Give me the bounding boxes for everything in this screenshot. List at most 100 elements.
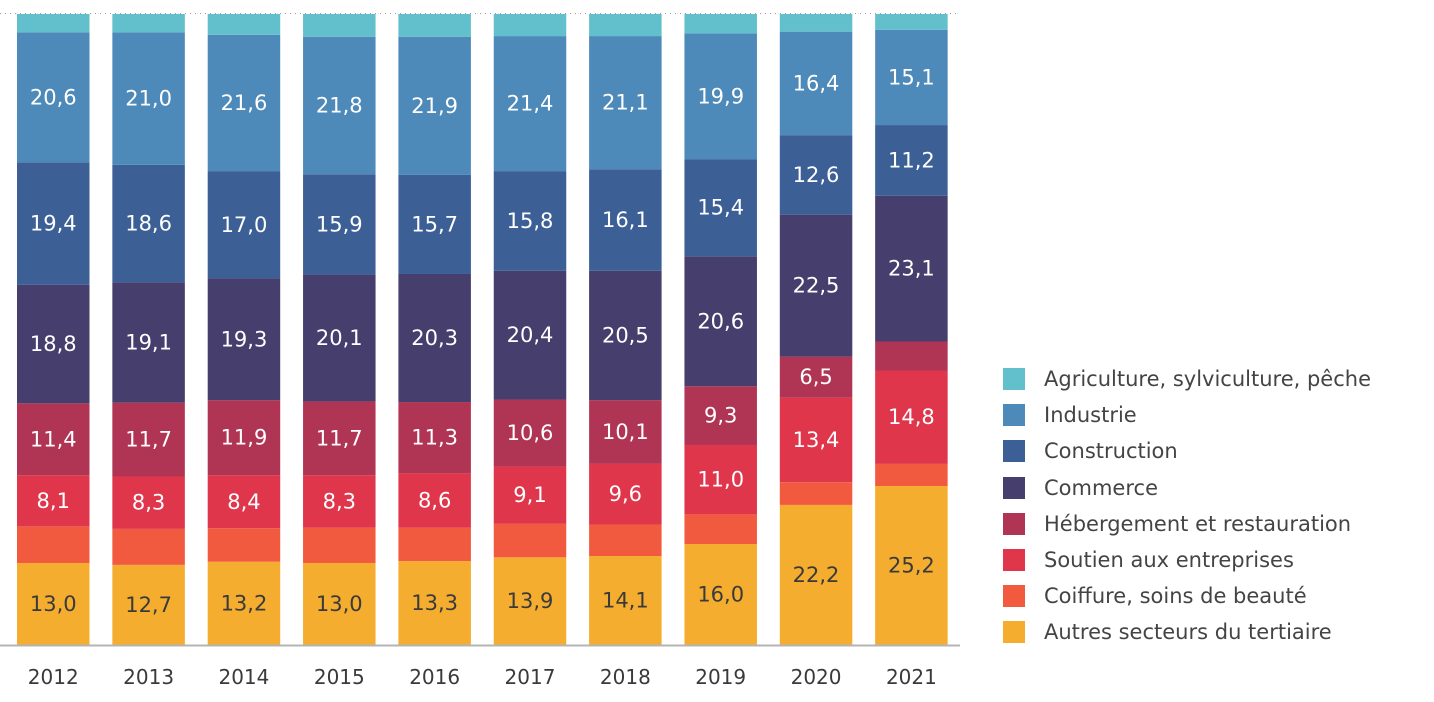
data-label: 21,4 — [507, 92, 554, 116]
legend-item-soutien: Soutien aux entreprises — [1003, 542, 1371, 578]
data-label: 13,4 — [793, 428, 840, 452]
bar-segment — [17, 284, 90, 404]
bar-segment — [207, 528, 281, 562]
legend-item-autres: Autres secteurs du tertiaire — [1003, 614, 1371, 650]
x-tick-label: 2017 — [505, 665, 556, 689]
data-label: 13,0 — [316, 592, 363, 616]
data-label: 15,9 — [316, 212, 363, 236]
bars-group — [17, 14, 948, 645]
data-label: 9,1 — [513, 483, 546, 507]
data-label: 12,6 — [793, 163, 840, 187]
bar-segment — [779, 135, 853, 215]
bar-segment — [493, 399, 567, 467]
data-label: 20,6 — [697, 309, 744, 333]
legend-label: Soutien aux entreprises — [1044, 548, 1294, 573]
data-label: 9,6 — [609, 482, 642, 506]
x-tick-label: 2012 — [28, 665, 79, 689]
bar-segment — [875, 29, 948, 126]
data-label: 14,1 — [602, 589, 649, 613]
data-label: 19,4 — [30, 211, 77, 235]
bar-segment — [17, 403, 90, 476]
bar-segment — [303, 562, 376, 645]
bar-segment — [779, 504, 853, 645]
legend-swatch — [1003, 549, 1025, 572]
bar-segment — [684, 386, 757, 445]
bar-segment — [303, 274, 376, 402]
data-label: 20,6 — [30, 85, 77, 109]
legend-item-coiffure: Coiffure, soins de beauté — [1003, 578, 1371, 614]
bar-segment — [589, 36, 662, 170]
legend-swatch — [1003, 440, 1025, 463]
bar-segment — [875, 485, 948, 645]
bar-segment — [684, 444, 757, 515]
x-tick-label: 2020 — [791, 665, 842, 689]
data-label: 15,8 — [507, 209, 554, 233]
legend-swatch — [1003, 512, 1025, 535]
bar-segment — [303, 174, 376, 275]
data-label: 20,1 — [316, 326, 363, 350]
bar-segment — [875, 195, 948, 342]
bar-segment — [207, 171, 281, 279]
data-label: 10,6 — [507, 421, 554, 445]
bar-segment — [207, 278, 281, 401]
data-label: 13,9 — [507, 589, 554, 613]
bar-segment — [112, 14, 185, 33]
data-label: 19,3 — [221, 327, 268, 351]
legend-swatch — [1003, 585, 1025, 608]
data-label: 16,0 — [697, 583, 744, 607]
bar-segment — [303, 36, 376, 175]
data-label: 16,1 — [602, 208, 649, 232]
bar-segment — [589, 463, 662, 525]
legend: Agriculture, sylviculture, pêche Industr… — [1003, 361, 1371, 651]
legend-item-construction: Construction — [1003, 433, 1371, 469]
bar-segment — [398, 402, 471, 474]
segment-labels-group: 13,0 8,1 11,4 18,8 19,4 20,6 12,7 8,3 11,7 19,1 18… — [30, 65, 935, 617]
bar-segment — [207, 561, 281, 645]
bar-segment — [112, 476, 185, 529]
data-label: 11,7 — [125, 428, 172, 452]
data-label: 21,6 — [221, 91, 268, 115]
data-label: 19,9 — [697, 84, 744, 108]
data-label: 21,1 — [602, 91, 649, 115]
bar-segment — [684, 544, 757, 645]
data-label: 12,7 — [125, 593, 172, 617]
data-label: 6,5 — [799, 365, 832, 389]
legend-label: Hébergement et restauration — [1044, 511, 1352, 536]
legend-item-agriculture: Agriculture, sylviculture, pêche — [1003, 361, 1371, 397]
bar-segment — [17, 562, 90, 645]
bar-segment — [589, 400, 662, 464]
bar-segment — [779, 14, 853, 32]
bar-segment — [875, 463, 948, 486]
bar-segment — [207, 400, 281, 476]
bar-segment — [684, 14, 757, 34]
bar-segment — [779, 397, 853, 483]
data-label: 17,0 — [221, 213, 268, 237]
bar-segment — [493, 171, 567, 271]
legend-swatch — [1003, 621, 1025, 644]
data-label: 13,2 — [221, 591, 268, 615]
legend-label: Industrie — [1044, 403, 1137, 428]
bar-segment — [684, 159, 757, 257]
data-label: 11,3 — [411, 426, 458, 450]
data-label: 10,1 — [602, 420, 649, 444]
bar-segment — [112, 528, 185, 565]
x-tick-label: 2019 — [695, 665, 746, 689]
data-label: 16,4 — [793, 71, 840, 95]
bar-segment — [398, 473, 471, 528]
bar-segment — [493, 466, 567, 524]
bar-segment — [112, 402, 185, 477]
data-label: 13,0 — [30, 592, 77, 616]
bar-segment — [875, 125, 948, 196]
bar-segment — [493, 523, 567, 558]
data-label: 8,3 — [323, 489, 356, 513]
x-tick-label: 2016 — [409, 665, 460, 689]
legend-item-hebergement: Hébergement et restauration — [1003, 506, 1371, 542]
bar-segment — [875, 370, 948, 464]
bar-segment — [303, 14, 376, 37]
data-label: 9,3 — [704, 404, 737, 428]
bar-segment — [17, 475, 90, 527]
bar-segment — [398, 273, 471, 403]
bar-segment — [589, 169, 662, 271]
bar-segment — [684, 256, 757, 387]
x-tick-labels-group: 2012 2013 2014 2015 2016 2017 2018 2019 2020 2021 — [28, 665, 937, 689]
